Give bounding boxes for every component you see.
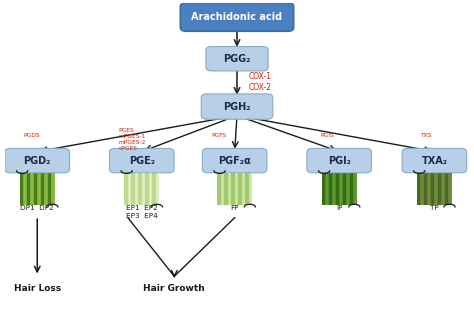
Bar [155,173,159,205]
Bar [135,173,138,205]
Bar [417,173,452,205]
Bar [441,173,445,205]
Bar [51,173,55,205]
Text: PGD₂: PGD₂ [24,156,51,166]
Text: DP1  DP2: DP1 DP2 [20,205,54,211]
Text: Hair Loss: Hair Loss [14,284,61,293]
Text: PGIS: PGIS [320,133,334,138]
Bar [221,173,224,205]
Text: IP: IP [336,205,342,211]
Bar [217,173,252,205]
Bar [248,173,252,205]
Bar [37,173,41,205]
Bar [20,173,55,205]
Bar [353,173,356,205]
Text: PGFS: PGFS [211,133,227,138]
Text: PGI₂: PGI₂ [328,156,351,166]
Text: PGF₂α: PGF₂α [219,156,251,166]
Bar [228,173,231,205]
Bar [332,173,336,205]
Bar [30,173,34,205]
Bar [434,173,438,205]
Bar [128,173,131,205]
Text: TXA₂: TXA₂ [421,156,447,166]
Text: FP: FP [230,205,239,211]
Text: PGE₂: PGE₂ [129,156,155,166]
Text: TP: TP [430,205,439,211]
Bar [44,173,48,205]
FancyBboxPatch shape [402,148,467,173]
Text: PGES
mPGES-1
mPGES-2
cPGES: PGES mPGES-1 mPGES-2 cPGES [118,128,146,151]
Bar [149,173,152,205]
Bar [322,173,356,205]
Bar [23,173,27,205]
Bar [242,173,245,205]
Text: Arachidonic acid: Arachidonic acid [191,12,283,22]
FancyBboxPatch shape [202,148,267,173]
Bar [420,173,424,205]
Bar [325,173,329,205]
FancyBboxPatch shape [5,148,70,173]
Bar [339,173,343,205]
Text: TXS: TXS [420,133,432,138]
Bar [448,173,452,205]
Text: COX-1
COX-2: COX-1 COX-2 [248,72,272,92]
Text: PGDS: PGDS [23,133,40,138]
FancyBboxPatch shape [307,148,372,173]
Text: PGH₂: PGH₂ [223,101,251,112]
Bar [235,173,238,205]
Text: PGG₂: PGG₂ [223,54,251,64]
Text: EP1  EP2
EP3  EP4: EP1 EP2 EP3 EP4 [126,205,158,219]
Bar [428,173,431,205]
Bar [346,173,350,205]
FancyBboxPatch shape [109,148,174,173]
Bar [124,173,159,205]
FancyBboxPatch shape [206,47,268,71]
Text: Hair Growth: Hair Growth [144,284,205,293]
Bar [142,173,145,205]
FancyBboxPatch shape [180,3,294,31]
FancyBboxPatch shape [201,94,273,119]
